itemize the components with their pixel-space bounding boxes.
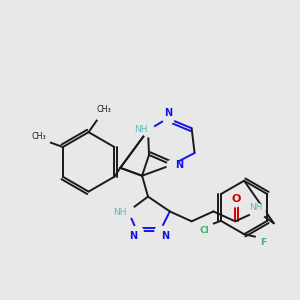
Text: Cl: Cl xyxy=(199,226,209,235)
Text: F: F xyxy=(260,238,266,247)
Text: NH: NH xyxy=(113,208,127,217)
Text: CH₃: CH₃ xyxy=(96,105,111,114)
Text: N: N xyxy=(161,231,169,241)
Text: N: N xyxy=(175,160,183,170)
Text: NH: NH xyxy=(134,125,148,134)
Text: NH: NH xyxy=(249,203,263,212)
Text: O: O xyxy=(232,194,241,203)
Text: N: N xyxy=(129,231,137,241)
Text: N: N xyxy=(164,108,172,118)
Text: CH₃: CH₃ xyxy=(32,132,46,141)
